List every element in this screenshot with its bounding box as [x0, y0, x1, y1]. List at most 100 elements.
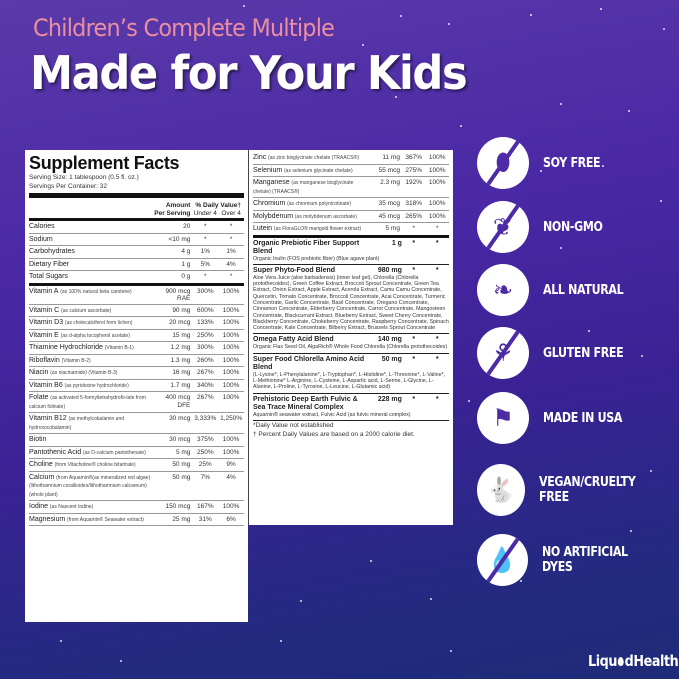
badge-label: ALL NATURAL	[543, 282, 624, 298]
dv-under-4: 275%	[401, 164, 426, 177]
dv-under-4: 31%	[192, 513, 219, 526]
badge-item: ⚘ GLUTEN FREE	[477, 327, 637, 379]
dv-under-4: 318%	[401, 197, 426, 211]
dv-under-4: *	[401, 222, 426, 238]
nutrient-source: (as D-calcium pantothenate)	[82, 449, 146, 456]
blend-item: Prehistoric Deep Earth Fulvic & Sea Trac…	[253, 394, 449, 421]
col-under: Under 4	[193, 209, 217, 217]
nutrient-name-cell: Pantothenic Acid (as D-calcium pantothen…	[29, 446, 154, 459]
amount: 4 g	[153, 245, 193, 259]
nutrient-name: Biotin	[29, 436, 47, 443]
dv-over-4: 100%	[218, 433, 244, 447]
nutrient-source: (as activated 5-formyltetrahydrofo-late …	[29, 395, 146, 410]
star	[460, 125, 462, 127]
nutrient-name: Calories	[29, 223, 55, 230]
blend-header: Omega Fatty Acid Blend 140 mg * *	[253, 336, 449, 344]
blend-amount: 50 mg	[381, 355, 402, 363]
dv-under-4: 340%	[192, 379, 219, 392]
badge-label: VEGAN/CRUELTY FREE	[538, 475, 636, 505]
dv-over-4: *	[218, 270, 244, 286]
nutrient-row: Biotin 30 mcg 375% 100%	[29, 433, 244, 447]
nutrient-name: Chromium	[253, 200, 286, 207]
nutrient-source: (from Aquamin® Seawater extract)	[67, 516, 144, 523]
wheat-crossed-icon: ⚘	[477, 327, 529, 379]
dv-over-4: *	[435, 266, 439, 274]
nutrient-source: (as selenium glycinate chelate)	[284, 167, 353, 174]
dv-under-4: 600%	[192, 304, 219, 317]
nutrient-name: Thiamine Hydrochloride	[29, 344, 103, 351]
nutrient-source: (as niacinamide) (Vitamin B-3)	[50, 370, 118, 376]
nutrient-name-cell: Thiamine Hydrochloride (Vitamin B-1)	[29, 341, 154, 355]
star	[243, 5, 245, 7]
dv-over-4: 6%	[218, 513, 244, 526]
blend-item: Super Food Chlorella Amino Acid Blend 50 …	[253, 354, 449, 394]
nutrient-row: Dietary Fiber 1 g 5% 4%	[29, 258, 244, 271]
facts-title: Supplement Facts	[29, 153, 180, 173]
dv-over-4: 100%	[218, 329, 244, 342]
leaf-icon: ❧	[477, 264, 529, 316]
blend-header: Prehistoric Deep Earth Fulvic & Sea Trac…	[253, 396, 449, 412]
dv-over-4: 100%	[218, 500, 244, 514]
nutrient-name: Vitamin A	[29, 287, 59, 295]
col-amount: Amount Per Serving	[153, 200, 193, 221]
dv-under-4: 192%	[401, 176, 426, 198]
star	[650, 470, 652, 472]
dv-under-4: 375%	[192, 433, 219, 447]
dv-under-4: 1%	[192, 245, 219, 259]
star	[448, 23, 450, 25]
dv-over-4: 1%	[218, 245, 244, 259]
star	[370, 560, 372, 562]
nutrient-name: Dietary Fiber	[29, 260, 70, 268]
nutrient-row: Selenium (as selenium glycinate chelate)…	[253, 164, 449, 177]
amount: 35 mcg	[366, 197, 402, 211]
dv-under-4: 167%	[192, 500, 219, 514]
dv-under-4: 260%	[192, 354, 219, 367]
nutrient-name: Choline	[29, 461, 53, 468]
divider	[29, 193, 244, 198]
nutrient-name: Carbohydrates	[29, 248, 75, 255]
badge-label: NON-GMO	[543, 219, 603, 235]
nutrient-row: Magnesium (from Aquamin® Seawater extrac…	[29, 513, 244, 526]
soy-beans-crossed-icon: ⬮	[477, 137, 529, 189]
drop-icon	[617, 656, 624, 666]
star	[660, 200, 662, 202]
amount: 5 mg	[153, 446, 193, 459]
nutrient-source: (as molybdenum ascorbate)	[294, 213, 357, 220]
dv-over-4: 4%	[218, 471, 244, 501]
nutrient-name-cell: Calcium (from Aquamin®(as mineralized re…	[29, 471, 154, 501]
nutrient-name-cell: Vitamin C (as calcium ascorbate)	[29, 304, 154, 317]
nutrient-name: Vitamin C	[29, 306, 60, 314]
dv-over-4: 100%	[425, 152, 449, 165]
dv-under-4: 367%	[401, 152, 426, 165]
amount: 30 mcg	[153, 433, 193, 447]
nutrient-row: Niacin (as niacinamide) (Vitamin B-3) 16 …	[29, 366, 244, 380]
dv-over-4: 100%	[218, 354, 244, 367]
dv-under-4: *	[192, 233, 219, 246]
nutrient-source: (as 100% natural beta carotene)	[60, 288, 132, 295]
nutrient-row: Iodine (as Nascent Iodine) 150 mcg 167% 100…	[29, 500, 244, 514]
star	[641, 355, 643, 357]
nutrient-row: Vitamin B6 (as pyridoxine hydrochloride)…	[29, 379, 244, 392]
nutrient-name-cell: Vitamin E (as d-alpha tocopherol acetate…	[29, 329, 154, 342]
nutrient-row: Vitamin D3 (as cholecalciferol from lich…	[29, 316, 244, 330]
dv-over-4: *	[435, 239, 439, 247]
star	[468, 400, 470, 402]
nutrient-row: Choline (from Vitacholine® choline bitar…	[29, 458, 244, 472]
nutrient-name-cell: Selenium (as selenium glycinate chelate)	[253, 164, 367, 177]
dv-under-4: *	[412, 395, 416, 403]
nutrient-name: Molybdenum	[253, 212, 294, 220]
dv-over-4: 100%	[218, 379, 244, 392]
star	[362, 44, 364, 46]
dv-over-4: 100%	[218, 304, 244, 317]
nutrient-source: (as methylcobalamin and hydroxocobalamin…	[29, 416, 125, 431]
amount: 30 mcg	[153, 412, 193, 434]
badge-label: NO ARTIFICIAL DYES	[541, 545, 628, 575]
star	[300, 600, 302, 602]
badge-item: ❦ NON-GMO	[477, 201, 613, 253]
blend-ingredients: (L-Lysine*, L-Phenylalanine*, L-Tryptoph…	[253, 371, 446, 391]
col-over: Over 4	[221, 209, 241, 217]
footnote-dv: *Daily Value not established	[253, 421, 334, 429]
dv-under-4: *	[192, 219, 219, 234]
dv-under-4: *	[412, 336, 416, 344]
